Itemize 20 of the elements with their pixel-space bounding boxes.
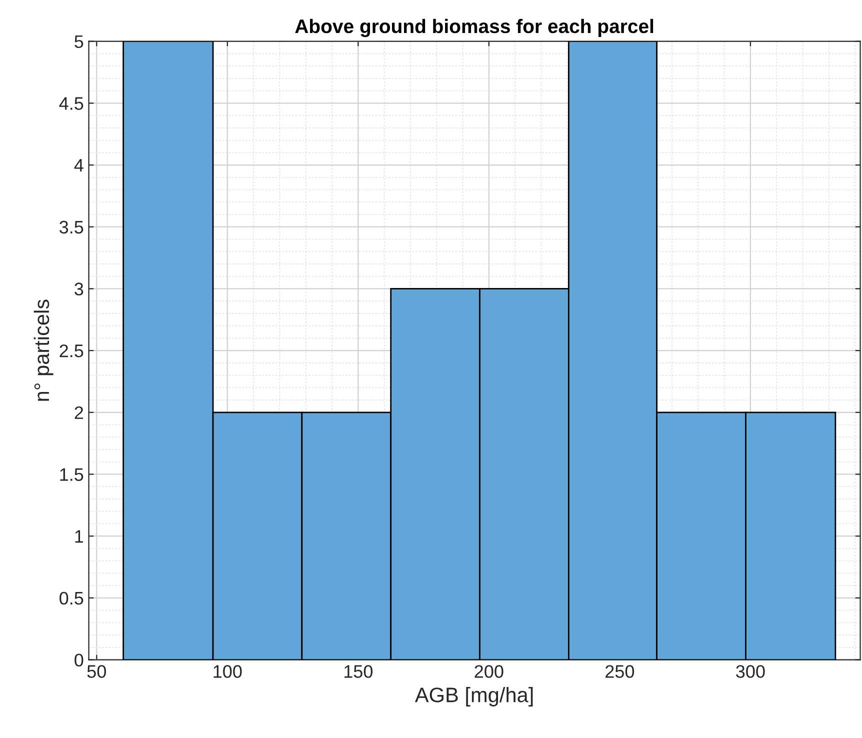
y-tick-label: 1 xyxy=(75,530,84,543)
y-tick-label: 0.5 xyxy=(60,592,84,605)
x-tick-label: 300 xyxy=(736,665,765,678)
chart-title: Above ground biomass for each parcel xyxy=(295,18,654,38)
x-tick-label: 100 xyxy=(214,665,242,678)
y-tick-label: 2 xyxy=(74,406,84,419)
y-axis-title: n° particels xyxy=(34,300,54,401)
y-tick-label: 4.5 xyxy=(59,97,84,110)
x-axis-title: AGB [mg/ha] xyxy=(414,687,533,706)
y-tick-label: 4 xyxy=(74,159,84,172)
y-tick-label: 3.5 xyxy=(60,220,84,234)
x-tick-label: 50 xyxy=(87,665,106,678)
y-tick-label: 5 xyxy=(74,35,84,48)
x-tick-label: 150 xyxy=(344,665,373,678)
x-tick-label: 200 xyxy=(474,665,504,678)
y-tick-label: 2.5 xyxy=(60,344,84,358)
y-tick-label: 3 xyxy=(74,282,84,296)
y-tick-label: 0 xyxy=(74,654,84,666)
x-tick-label: 250 xyxy=(606,665,634,678)
y-tick-label: 1.5 xyxy=(60,468,84,481)
